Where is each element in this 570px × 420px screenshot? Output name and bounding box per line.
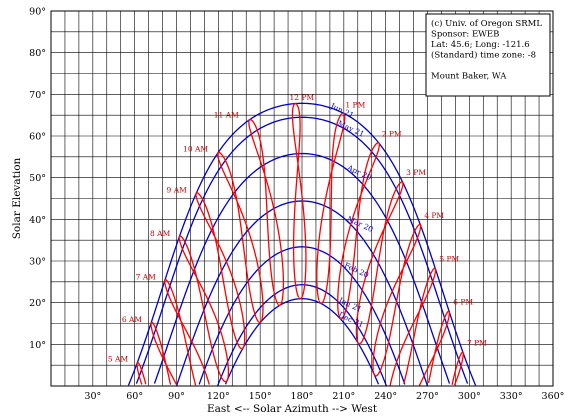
hour-label: 6 PM xyxy=(453,298,473,307)
y-tick-label: 70° xyxy=(29,90,46,101)
hour-label: 8 AM xyxy=(150,229,171,238)
date-label: Feb 20 xyxy=(343,261,371,280)
info-time-zone: (Standard) time zone: -8 xyxy=(431,50,536,61)
hour-curve xyxy=(217,151,264,324)
info-lat-long: Lat: 45.6; Long: -121.6 xyxy=(431,40,530,50)
date-curve xyxy=(198,246,406,385)
hour-label: 5 AM xyxy=(108,355,129,364)
x-tick-label: 30° xyxy=(84,391,101,402)
x-tick-label: 150° xyxy=(249,391,272,402)
hour-curve xyxy=(418,310,451,386)
hour-curve xyxy=(150,321,178,386)
hour-curve xyxy=(195,192,246,350)
y-tick-label: 50° xyxy=(29,173,46,184)
x-tick-label: 210° xyxy=(332,391,355,402)
y-tick-label: 10° xyxy=(29,340,46,351)
x-tick-label: 270° xyxy=(416,391,439,402)
hour-label: 12 PM xyxy=(290,93,315,102)
date-curve xyxy=(153,152,451,384)
x-axis-label: East <-- Solar Azimuth --> West xyxy=(207,403,378,415)
tick-labels: 30° 60° 90° 120° 150° 180° 210° 240° 270° 300° 330… xyxy=(29,7,564,403)
hour-curve xyxy=(178,235,230,383)
hour-label: 7 AM xyxy=(136,272,157,281)
hour-curve xyxy=(136,361,147,385)
curve-labels: 5 AM 6 AM 7 AM 8 AM 9 AM 10 AM 11 AM 12 PM 1 PM 2… xyxy=(108,93,487,364)
grid xyxy=(51,11,553,386)
hour-curve xyxy=(372,223,422,377)
info-box: (c) Univ. of Oregon SRML Sponsor: EWEB L… xyxy=(425,13,551,97)
hour-label: 1 PM xyxy=(345,101,365,110)
x-tick-label: 120° xyxy=(207,391,230,402)
date-curve xyxy=(224,298,380,385)
y-tick-label: 30° xyxy=(29,257,46,268)
date-curve xyxy=(216,284,388,387)
date-label: Mar 20 xyxy=(346,214,375,234)
x-tick-label: 300° xyxy=(458,391,481,402)
y-axis-label: Solar Elevation xyxy=(11,157,23,239)
y-tick-label: 40° xyxy=(29,215,46,226)
hour-label: 9 AM xyxy=(167,186,188,195)
hour-curve xyxy=(355,181,404,345)
y-tick-label: 20° xyxy=(29,298,46,309)
date-label: Dec 21 xyxy=(337,310,365,329)
y-tick-label: 60° xyxy=(29,132,46,143)
y-tick-label: 90° xyxy=(29,7,46,18)
info-copyright: (c) Univ. of Oregon SRML xyxy=(431,18,542,29)
date-label: Apr 20 xyxy=(345,163,373,183)
x-tick-label: 330° xyxy=(500,391,523,402)
hour-label: 7 PM xyxy=(467,339,487,348)
hour-label: 5 PM xyxy=(439,254,459,263)
hour-curve xyxy=(291,102,307,300)
hour-curve xyxy=(451,351,464,386)
x-tick-label: 90° xyxy=(168,391,185,402)
hour-curve xyxy=(164,278,210,386)
x-tick-label: 180° xyxy=(291,391,314,402)
hour-label: 6 AM xyxy=(122,315,143,324)
info-box-frame xyxy=(425,13,551,97)
hour-label: 11 AM xyxy=(214,111,239,120)
x-tick-label: 240° xyxy=(374,391,397,402)
hour-curve xyxy=(389,267,437,386)
curves xyxy=(127,102,477,387)
y-tick-label: 80° xyxy=(29,48,46,59)
hour-curve xyxy=(248,118,285,306)
hour-label: 4 PM xyxy=(424,211,444,220)
hour-label: 3 PM xyxy=(406,168,426,177)
hour-curve xyxy=(316,112,346,305)
info-sponsor: Sponsor: EWEB xyxy=(431,30,499,40)
hour-label: 2 PM xyxy=(382,129,402,138)
x-tick-label: 60° xyxy=(126,391,143,402)
plot-frame xyxy=(50,10,554,387)
hour-label: 10 AM xyxy=(183,145,208,154)
x-tick-label: 360° xyxy=(542,391,565,402)
info-location: Mount Baker, WA xyxy=(431,72,507,82)
hour-curve xyxy=(337,142,380,320)
